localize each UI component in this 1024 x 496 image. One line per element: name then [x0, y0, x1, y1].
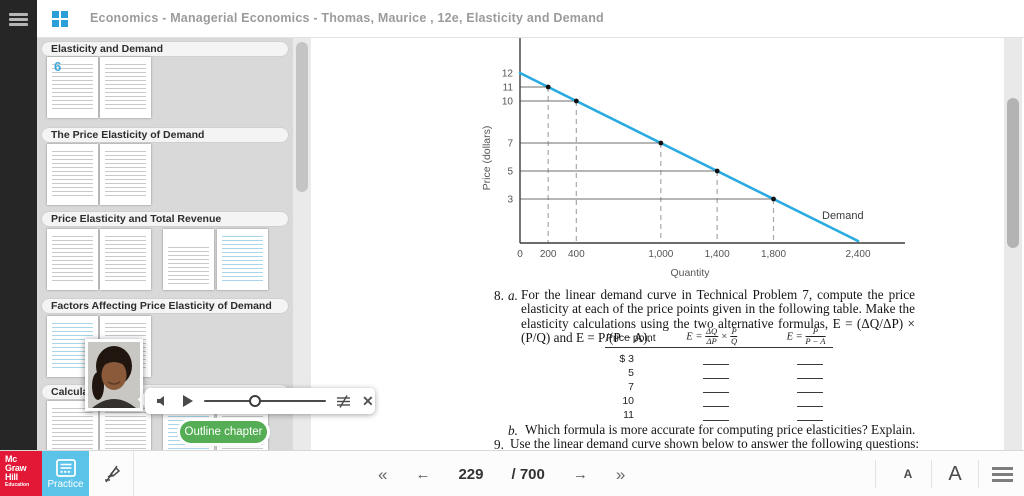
toolbar-menu-icon[interactable]: [992, 467, 1013, 485]
outline-chapter-button[interactable]: Outline chapter: [180, 421, 267, 443]
tutor-avatar: [88, 342, 140, 408]
blank-answer-line: [797, 364, 823, 365]
svg-text:0: 0: [517, 249, 523, 260]
svg-text:5: 5: [507, 167, 513, 178]
sidebar-scrollbar-thumb[interactable]: [296, 42, 308, 192]
page-thumbnail[interactable]: 6: [47, 57, 98, 118]
top-bar: Economics - Managerial Economics - Thoma…: [37, 0, 1024, 38]
svg-text:10: 10: [502, 97, 514, 108]
increase-font-button[interactable]: A: [948, 463, 962, 485]
blank-answer-line: [797, 392, 823, 393]
svg-text:11: 11: [503, 83, 514, 94]
next-page-button[interactable]: →: [572, 465, 588, 483]
apps-grid-icon[interactable]: [52, 11, 68, 27]
first-page-button[interactable]: «: [378, 464, 388, 484]
decrease-font-button[interactable]: A: [903, 467, 913, 481]
svg-text:7: 7: [507, 139, 513, 150]
tutor-video-thumbnail[interactable]: [85, 339, 143, 411]
toolbar-divider: [875, 460, 876, 488]
toolbar-divider: [978, 460, 979, 488]
blank-answer-line: [703, 378, 729, 379]
last-page-button[interactable]: »: [615, 464, 626, 484]
svg-text:1,400: 1,400: [705, 249, 730, 260]
total-pages-label: / 700: [511, 465, 545, 483]
svg-text:200: 200: [540, 249, 557, 260]
price-point-cell: 7: [628, 381, 634, 393]
svg-text:2,400: 2,400: [845, 249, 870, 260]
blank-answer-line: [703, 420, 729, 421]
svg-text:1,800: 1,800: [761, 249, 786, 260]
play-icon[interactable]: [179, 393, 195, 409]
practice-book-icon: [55, 458, 76, 477]
chapter-number-label: 6: [54, 59, 62, 74]
practice-button[interactable]: Practice: [42, 451, 89, 496]
page-thumbnail[interactable]: [217, 229, 268, 290]
problem-8b-text: Which formula is more accurate for compu…: [525, 422, 916, 437]
problem-8b-label: b.: [508, 423, 518, 438]
page-thumbnail[interactable]: [163, 229, 214, 290]
highlighter-disabled-button[interactable]: [89, 451, 134, 496]
left-rail: [0, 0, 37, 450]
page-navigation: « ← 229 / 700 → »: [378, 451, 625, 496]
blank-answer-line: [703, 406, 729, 407]
page-scrollbar: [1004, 38, 1022, 450]
demand-curve-figure: 12 11 10 7 5 3 0 200 400 1,000 1,400 1,800 2,400 Pric…: [481, 38, 905, 279]
svg-text:Price (dollars): Price (dollars): [481, 126, 493, 191]
video-control-bar: ✕: [145, 388, 375, 414]
page-thumbnail[interactable]: [100, 144, 151, 205]
close-video-icon[interactable]: ✕: [362, 392, 374, 409]
svg-text:Quantity: Quantity: [670, 267, 710, 279]
page-scrollbar-thumb[interactable]: [1007, 98, 1019, 248]
table-header-price-point: Price point: [606, 332, 656, 344]
price-point-cell: 5: [628, 367, 634, 379]
svg-text:3: 3: [507, 195, 513, 206]
slider-knob[interactable]: [249, 395, 262, 407]
main-menu-icon[interactable]: [9, 13, 28, 28]
volume-icon[interactable]: [154, 393, 170, 409]
page-content: 12 11 10 7 5 3 0 200 400 1,000 1,400 1,800 2,400 Pric…: [311, 38, 1024, 450]
page-thumbnail[interactable]: [100, 57, 151, 118]
svg-text:1,000: 1,000: [648, 249, 673, 260]
slider-track: [204, 400, 326, 402]
blank-answer-line: [703, 392, 729, 393]
sidebar-section-total-revenue[interactable]: Price Elasticity and Total Revenue: [42, 212, 288, 226]
price-point-cell: 11: [623, 409, 634, 421]
sidebar-section-elasticity-and-demand[interactable]: Elasticity and Demand: [42, 42, 288, 56]
current-page-input[interactable]: 229: [458, 465, 484, 483]
sidebar-section-factors-affecting[interactable]: Factors Affecting Price Elasticity of De…: [42, 299, 288, 313]
svg-text:Demand: Demand: [822, 210, 864, 222]
blank-answer-line: [703, 364, 729, 365]
transcript-off-icon[interactable]: [335, 393, 351, 409]
table-header-rule: [605, 347, 833, 348]
problem-8a-label: a.: [508, 288, 518, 303]
video-progress-slider[interactable]: [204, 394, 326, 408]
blank-answer-line: [797, 378, 823, 379]
highlighter-off-icon: [105, 465, 121, 483]
price-point-cell: $ 3: [619, 353, 634, 365]
price-point-cell: 10: [622, 395, 634, 407]
svg-text:12: 12: [502, 69, 514, 80]
problem-9-text: Use the linear demand curve shown below …: [510, 436, 920, 450]
previous-page-button[interactable]: ←: [415, 465, 431, 483]
practice-label: Practice: [47, 478, 84, 490]
blank-answer-line: [797, 406, 823, 407]
sidebar-section-price-elasticity[interactable]: The Price Elasticity of Demand: [42, 128, 288, 142]
page-thumbnail[interactable]: [47, 144, 98, 205]
problem-8a-text: For the linear demand curve in Technical…: [521, 287, 915, 345]
problem-9-number: 9.: [494, 437, 504, 450]
mcgraw-hill-logo: Mc Graw Hill Education: [0, 451, 42, 496]
sidebar-scrollbar: [293, 38, 311, 450]
page-thumbnail[interactable]: [100, 229, 151, 290]
blank-answer-line: [797, 420, 823, 421]
book-title: Economics - Managerial Economics - Thoma…: [90, 11, 604, 25]
bottom-toolbar: Mc Graw Hill Education Practice «: [0, 450, 1024, 496]
problem-8-number: 8.: [494, 288, 504, 303]
svg-text:400: 400: [568, 249, 585, 260]
page-thumbnail[interactable]: [47, 229, 98, 290]
toolbar-divider: [931, 460, 932, 488]
